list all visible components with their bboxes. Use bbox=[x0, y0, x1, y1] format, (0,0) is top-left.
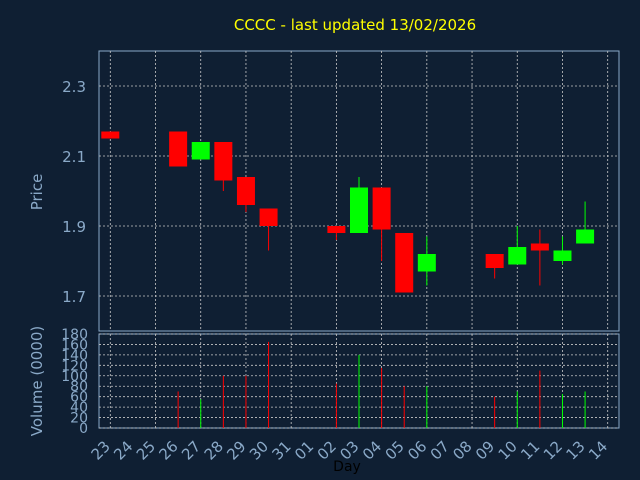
volume-y-tick-label: 0 bbox=[79, 421, 88, 437]
candle-body bbox=[169, 131, 188, 167]
candle-body bbox=[395, 233, 414, 293]
candle-body bbox=[508, 247, 527, 265]
candlesticks bbox=[101, 131, 595, 293]
volume-y-tick-label: 160 bbox=[61, 337, 88, 353]
x-tick-label: 14 bbox=[585, 437, 611, 463]
candle-body bbox=[259, 208, 278, 226]
candle-body bbox=[236, 177, 255, 205]
candle-body bbox=[350, 187, 368, 233]
chart-title: CCCC - last updated 13/02/2026 bbox=[234, 16, 476, 34]
x-axis-label: Day bbox=[333, 459, 361, 475]
price-axis-label: Price bbox=[28, 174, 46, 211]
candle-body bbox=[485, 254, 504, 268]
candle-body bbox=[101, 131, 120, 139]
price-y-tick-labels: 1.7 1.9 2.1 2.3 bbox=[62, 78, 86, 306]
candle-body bbox=[214, 142, 233, 181]
volume-bars bbox=[177, 341, 586, 428]
candle-body bbox=[417, 254, 436, 272]
volume-y-tick-label: 40 bbox=[70, 400, 88, 416]
volume-y-tick-label: 60 bbox=[70, 390, 88, 406]
price-y-tick-label: 1.9 bbox=[62, 218, 86, 236]
volume-axis-label: Volume (0000) bbox=[28, 326, 46, 436]
candle-body bbox=[553, 250, 572, 261]
price-y-tick-label: 2.3 bbox=[62, 78, 86, 96]
volume-y-tick-label: 180 bbox=[61, 327, 88, 343]
candle-body bbox=[191, 142, 210, 160]
volume-y-tick-label: 80 bbox=[70, 379, 88, 395]
candle-body bbox=[576, 229, 595, 244]
candle-body bbox=[327, 226, 346, 233]
candle-body bbox=[530, 243, 549, 251]
price-y-tick-label: 1.7 bbox=[62, 288, 86, 306]
price-y-tick-label: 2.1 bbox=[62, 148, 86, 166]
volume-y-tick-label: 20 bbox=[70, 411, 88, 427]
volume-y-tick-label: 140 bbox=[61, 348, 88, 364]
volume-y-tick-label: 120 bbox=[61, 358, 88, 374]
candle-body bbox=[372, 187, 391, 230]
volume-y-tick-label: 100 bbox=[61, 369, 88, 385]
